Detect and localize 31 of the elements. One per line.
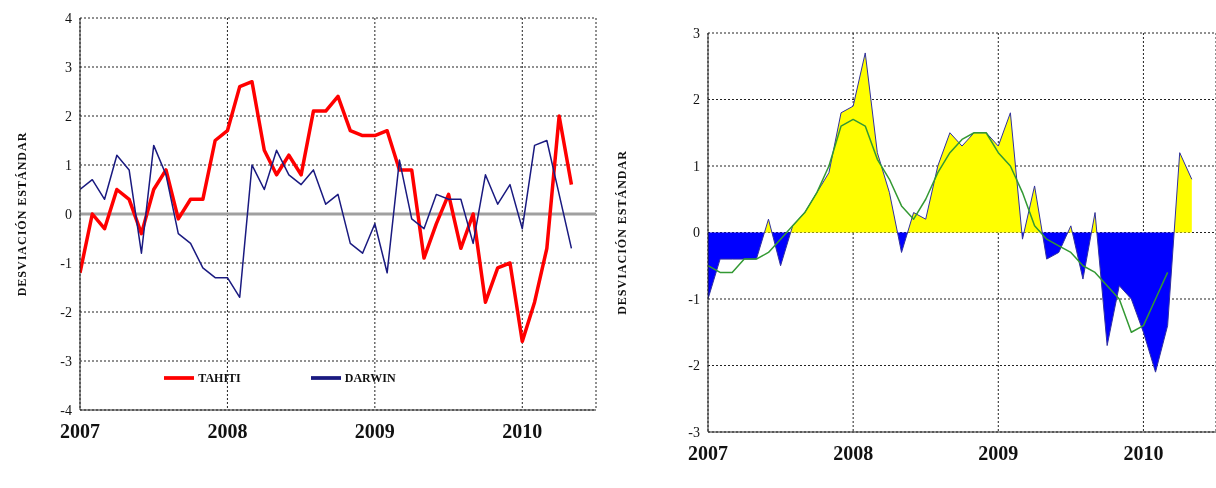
line-series bbox=[80, 139, 573, 299]
line-series bbox=[708, 118, 1169, 333]
y-tick-label: 3 bbox=[65, 59, 72, 75]
y-tick-label: 4 bbox=[65, 10, 72, 26]
x-tick-label: 2010 bbox=[1123, 442, 1164, 465]
y-tick-label: 0 bbox=[693, 225, 700, 241]
y-tick-label: 2 bbox=[693, 92, 700, 108]
y-axis-title: DESVIACIÓN ESTÁNDAR bbox=[615, 150, 630, 315]
x-tick-label: 2008 bbox=[833, 442, 874, 465]
line-series bbox=[80, 79, 574, 344]
y-tick-label: 2 bbox=[65, 108, 72, 124]
y-tick-label: -1 bbox=[688, 291, 700, 307]
x-tick-label: 2008 bbox=[207, 420, 248, 443]
y-tick-label: 1 bbox=[65, 157, 72, 173]
y-tick-label: -1 bbox=[60, 255, 72, 271]
legend-label: DARWIN bbox=[344, 370, 396, 385]
y-tick-label: -3 bbox=[688, 424, 700, 440]
y-tick-label: -2 bbox=[688, 358, 700, 374]
y-tick-label: 3 bbox=[693, 25, 700, 41]
y-axis-title: DESVIACIÓN ESTÁNDAR bbox=[15, 131, 30, 297]
y-tick-label: -3 bbox=[60, 353, 72, 369]
x-tick-label: 2007 bbox=[688, 442, 728, 465]
x-tick-label: 2009 bbox=[978, 442, 1019, 465]
y-tick-label: -2 bbox=[60, 304, 72, 320]
legend-label: TAHITI bbox=[198, 370, 241, 385]
x-tick-label: 2010 bbox=[502, 420, 543, 443]
y-tick-label: 0 bbox=[65, 206, 72, 222]
y-tick-label: 1 bbox=[693, 158, 700, 174]
y-tick-label: -4 bbox=[60, 402, 72, 418]
x-tick-label: 2009 bbox=[354, 420, 395, 443]
x-tick-label: 2007 bbox=[60, 420, 100, 443]
